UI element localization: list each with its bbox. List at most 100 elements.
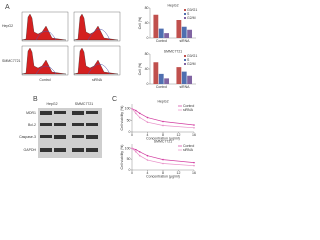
y-tick-label: 0 (129, 168, 131, 172)
blots (38, 108, 102, 158)
x-tick-label: Control (156, 85, 168, 89)
legend-label: G2/M (187, 62, 196, 66)
x-tick-label: 8 (162, 133, 164, 137)
y-tick-label: 0 (147, 36, 149, 40)
legend-label: G2/M (187, 16, 196, 20)
point (146, 159, 149, 161)
bands (40, 111, 98, 152)
point (162, 162, 164, 165)
legend-swatch (184, 55, 186, 57)
point (135, 151, 137, 153)
panel-label: A (5, 4, 10, 11)
histogram (21, 11, 69, 42)
x-tick-label: 12 (177, 133, 181, 137)
y-tick-label: 80 (145, 52, 149, 56)
y-axis-label: Cell viability (%) (120, 145, 124, 170)
bar (181, 71, 187, 84)
legend-label: siRNA (183, 148, 194, 152)
blot-row: MDR1 (26, 111, 36, 115)
y-tick-label: 50 (127, 157, 131, 161)
bar (164, 78, 170, 84)
column-label: siRNA (92, 78, 103, 82)
bar (176, 20, 182, 38)
bar (187, 29, 193, 38)
x-tick-label: 4 (147, 171, 149, 175)
histogram (73, 45, 121, 76)
panel-label: B (33, 96, 38, 103)
figure: A HepG2 SMMC7721 Control siRNA B HepG2 S… (2, 3, 197, 178)
line (131, 108, 195, 129)
y-tick-label: 80 (145, 6, 149, 10)
legend-label: Control (183, 144, 195, 148)
row-label: HepG2 (2, 24, 13, 28)
legend-swatch (184, 13, 186, 15)
point (138, 112, 141, 115)
point (193, 124, 195, 126)
legend-label: G0/G1 (187, 8, 197, 12)
point (162, 158, 164, 161)
legend-label: S (187, 12, 190, 16)
bar (153, 62, 159, 84)
column-label: Control (39, 78, 51, 82)
blot-row: Bcl-2 (28, 123, 36, 127)
chart-title: HepG2 (157, 99, 168, 103)
point (193, 164, 195, 167)
point (135, 148, 137, 151)
x-tick-label: 8 (162, 171, 164, 175)
point (138, 116, 141, 119)
bar (187, 75, 193, 84)
bar (158, 73, 164, 84)
y-tick-label: 100 (125, 146, 131, 150)
y-axis-label: Cell (%) (138, 17, 142, 29)
y-tick-label: 0 (129, 130, 131, 134)
point (131, 107, 133, 110)
point (131, 147, 133, 150)
x-tick-label: 12 (177, 171, 181, 175)
x-tick-label: 16 (192, 171, 196, 175)
legend-label: siRNA (183, 108, 194, 112)
chart-title: SMMC7721 (164, 49, 183, 53)
x-tick-label: Control (156, 39, 168, 43)
histogram (73, 11, 121, 42)
bar (181, 26, 187, 38)
x-axis-label: Concentration (μg/ml) (146, 174, 180, 178)
y-tick-label: 40 (145, 67, 149, 71)
bar (164, 33, 170, 38)
point (138, 154, 141, 157)
x-tick-label: siRNA (180, 39, 191, 43)
y-axis-label: Cell (%) (138, 63, 142, 75)
point (162, 124, 164, 127)
point (138, 151, 141, 153)
line (131, 148, 195, 167)
point (146, 116, 149, 119)
x-tick-label: siRNA (180, 85, 191, 89)
legend-label: G0/G1 (187, 54, 197, 58)
y-tick-label: 50 (127, 118, 131, 122)
histogram (21, 45, 69, 76)
bar (153, 14, 159, 38)
point (135, 109, 137, 112)
y-tick-label: 100 (125, 107, 131, 111)
legend-label: S (187, 58, 190, 62)
point (135, 112, 137, 115)
point (146, 121, 149, 123)
y-tick-label: 0 (147, 82, 149, 86)
y-tick-label: 40 (145, 21, 149, 25)
legend-swatch (184, 63, 186, 65)
x-tick-label: 0 (131, 133, 133, 137)
histograms (21, 11, 121, 76)
point (193, 127, 195, 129)
point (146, 154, 149, 157)
legend-swatch (184, 59, 186, 61)
y-axis-label: Cell viability (%) (120, 106, 124, 131)
legend-swatch (184, 17, 186, 19)
x-tick-label: 0 (131, 171, 133, 175)
blot-row: Caspase-3 (19, 135, 36, 139)
bar (176, 67, 182, 84)
bar (158, 28, 164, 38)
x-tick-label: 4 (147, 133, 149, 137)
panel-label: C (112, 96, 117, 103)
blot-column: SMMC7721 (75, 102, 94, 106)
chart-title: HepG2 (167, 3, 178, 7)
x-tick-label: 16 (192, 133, 196, 137)
